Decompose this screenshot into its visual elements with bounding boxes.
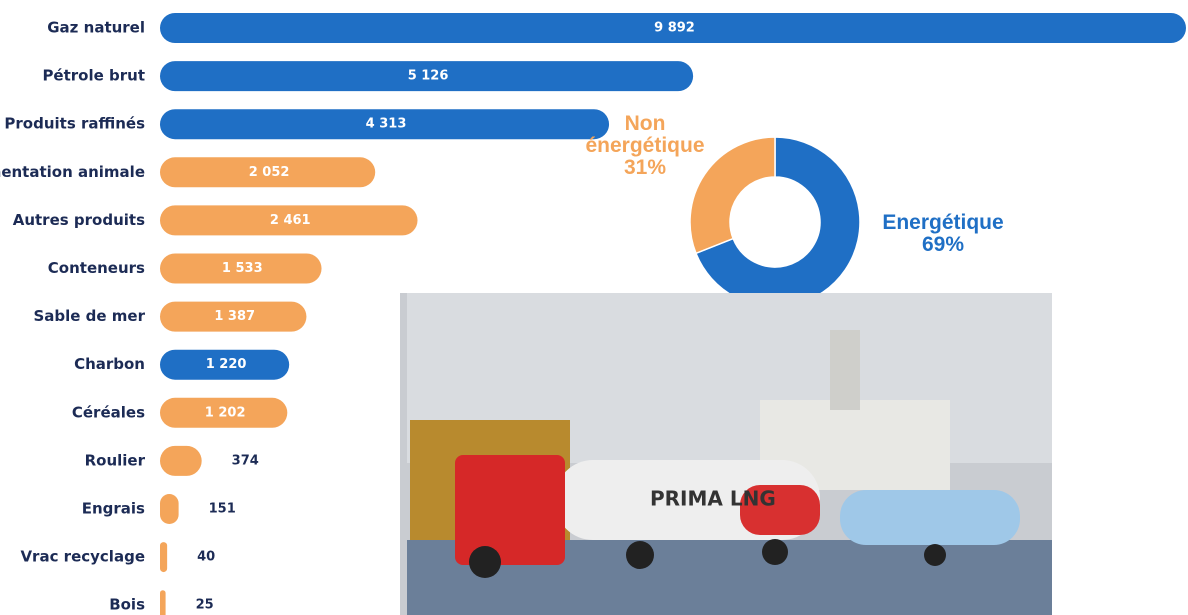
- value-label: 40: [197, 550, 215, 565]
- bar: [160, 13, 1186, 43]
- value-label: 4 313: [366, 117, 407, 132]
- wheel: [626, 541, 654, 569]
- category-label: Roulier: [85, 451, 146, 469]
- category-label: Conteneurs: [48, 259, 145, 277]
- bar: [160, 590, 166, 615]
- value-label: 5 126: [408, 69, 449, 84]
- bar: [160, 542, 168, 573]
- bar: [160, 157, 376, 188]
- bar: [160, 445, 202, 476]
- value-label: 1 533: [222, 261, 263, 276]
- bar: [160, 301, 307, 332]
- wheel: [762, 539, 788, 565]
- category-label: Céréales: [72, 403, 145, 421]
- photo: PRIMA LNG: [400, 293, 1052, 615]
- slice-value: 69%: [921, 233, 965, 256]
- value-label: 9 892: [654, 21, 695, 36]
- category-label: Vrac recyclage: [20, 548, 145, 566]
- tank-2: [840, 490, 1020, 545]
- truck-cab: [455, 455, 565, 565]
- photo-text: PRIMA LNG: [650, 487, 776, 511]
- bar: [160, 253, 322, 284]
- category-label: Alimentation animale: [0, 163, 145, 181]
- bar: [160, 397, 288, 428]
- value-label: 2 461: [270, 213, 311, 228]
- bar: [160, 61, 694, 92]
- mast: [830, 330, 860, 410]
- value-label: 374: [232, 453, 259, 468]
- bar: [160, 349, 290, 380]
- value-label: 151: [209, 502, 236, 517]
- wheel: [469, 546, 501, 578]
- slice-value: 31%: [623, 156, 667, 179]
- value-label: 1 387: [214, 309, 255, 324]
- wheel: [924, 544, 946, 566]
- category-label: Produits raffinés: [4, 115, 145, 133]
- category-label: Pétrole brut: [42, 67, 145, 85]
- value-label: 1 202: [205, 405, 246, 420]
- value-label: 1 220: [206, 357, 247, 372]
- value-label: 25: [196, 598, 214, 613]
- category-label: Charbon: [74, 355, 145, 373]
- bar: [160, 109, 610, 140]
- category-label: Gaz naturel: [47, 19, 145, 37]
- category-label: Autres produits: [13, 211, 145, 229]
- category-label: Engrais: [82, 500, 145, 518]
- value-label: 2 052: [249, 165, 290, 180]
- slice-label: Non énergétique: [585, 112, 705, 157]
- category-label: Bois: [109, 596, 145, 614]
- slice-label: Energétique: [882, 211, 1004, 234]
- bar: [160, 205, 418, 236]
- donut-slice: [694, 136, 861, 308]
- bar: [160, 494, 179, 524]
- category-label: Sable de mer: [33, 307, 145, 325]
- tank-end: [740, 485, 820, 535]
- donut-slice: [689, 136, 776, 255]
